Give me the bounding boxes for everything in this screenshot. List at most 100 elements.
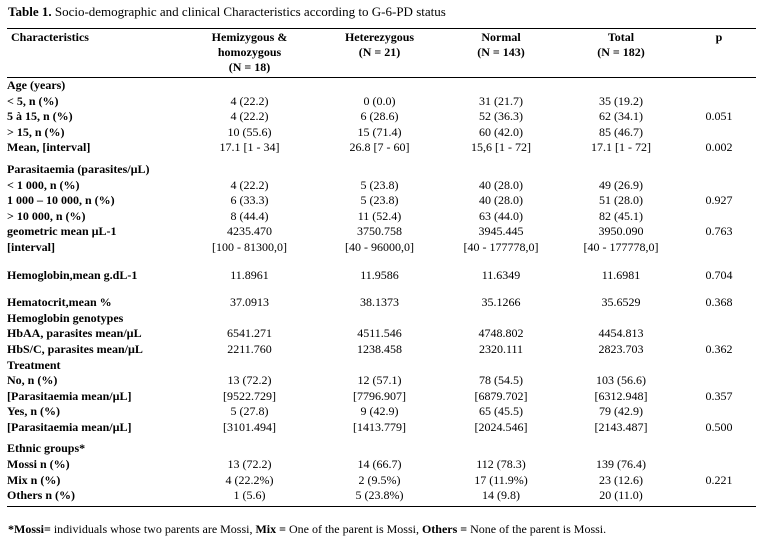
cell-normal: 14 (9.8) bbox=[442, 488, 560, 507]
cell-hemizygous: 37.0913 bbox=[230, 295, 269, 310]
row-label: Mean, [interval] bbox=[7, 140, 91, 155]
section-row: Ethnic groups* bbox=[7, 441, 756, 457]
table-row: Mossi n (%) 13 (72.2) 14 (66.7) 112 (78.3) 1… bbox=[7, 457, 756, 473]
cell-normal: 31 (21.7) bbox=[479, 93, 523, 108]
cell-p-value bbox=[682, 240, 756, 256]
cell-total: 20 (11.0) bbox=[560, 488, 682, 507]
cell-p-value: 0.704 bbox=[705, 267, 733, 282]
table-row: geometric mean µL-1 4235.470 3750.758 3945.… bbox=[7, 224, 756, 240]
cell-hemizygous: 6541.271 bbox=[227, 326, 272, 341]
cell-heterozygous: 11.9586 bbox=[360, 267, 399, 282]
cell-p-value bbox=[682, 326, 756, 342]
row-label: > 10 000, n (%) bbox=[7, 208, 86, 223]
spacer-row bbox=[7, 256, 756, 268]
header-line: p bbox=[715, 30, 723, 44]
cell-p-value: 0.368 bbox=[705, 295, 733, 310]
table-row: Hematocrit,mean % 37.0913 38.1373 35.1266 35… bbox=[7, 295, 756, 311]
header-heterozygous: Heterezygous (N = 21) bbox=[317, 28, 442, 78]
cell-hemizygous: 4235.470 bbox=[227, 224, 272, 239]
cell-p-value bbox=[682, 94, 756, 110]
cell-total: 23 (12.6) bbox=[599, 472, 643, 487]
row-label: Yes, n (%) bbox=[7, 404, 60, 419]
header-characteristics: Characteristics bbox=[7, 28, 182, 78]
cell-heterozygous: 14 (66.7) bbox=[357, 457, 402, 472]
table-row: No, n (%) 13 (72.2) 12 (57.1) 78 (54.5) 103 … bbox=[7, 373, 756, 389]
table-caption: Table 1. Socio-demographic and clinical … bbox=[8, 4, 446, 20]
cell-heterozygous: 0 (0.0) bbox=[363, 93, 396, 108]
footnote-segment: None of the parent is Mossi. bbox=[467, 522, 607, 536]
cell-total: [2143.487] bbox=[594, 419, 648, 434]
header-line: Normal bbox=[481, 30, 521, 44]
header-hemizygous: Hemizygous & homozygous (N = 18) bbox=[182, 28, 317, 78]
section-label: Age (years) bbox=[7, 78, 66, 92]
header-p-value: p bbox=[682, 28, 756, 78]
cell-total: 35 (19.2) bbox=[599, 93, 643, 108]
cell-p-value bbox=[682, 209, 756, 225]
cell-p-value: 0.221 bbox=[705, 472, 733, 487]
cell-normal: [2024.546] bbox=[474, 419, 528, 434]
cell-p-value: 0.002 bbox=[705, 140, 733, 155]
cell-p-value bbox=[682, 404, 756, 420]
cell-total: 82 (45.1) bbox=[599, 208, 643, 223]
row-label: 1 000 – 10 000, n (%) bbox=[7, 193, 115, 208]
cell-normal: 35.1266 bbox=[481, 295, 521, 310]
cell-heterozygous: 26.8 [7 - 60] bbox=[349, 140, 410, 155]
cell-heterozygous: 12 (57.1) bbox=[357, 373, 402, 388]
header-line: (N = 143) bbox=[477, 45, 525, 59]
table-row: Others n (%) 1 (5.6) 5 (23.8%) 14 (9.8) 20 (… bbox=[7, 488, 756, 507]
header-line: Hemizygous & bbox=[211, 30, 288, 44]
cell-p-value: 0.763 bbox=[705, 224, 733, 239]
row-label: Hematocrit,mean % bbox=[7, 295, 112, 310]
cell-hemizygous: 4 (22.2) bbox=[230, 177, 269, 192]
cell-heterozygous: 5 (23.8) bbox=[360, 193, 399, 208]
header-line: Heterezygous bbox=[344, 30, 415, 44]
table-caption-label: Table 1. bbox=[8, 4, 52, 19]
row-label: Mossi n (%) bbox=[7, 457, 70, 472]
cell-normal: 63 (44.0) bbox=[479, 208, 523, 223]
table-row: < 5, n (%) 4 (22.2) 0 (0.0) 31 (21.7) 35 (19… bbox=[7, 94, 756, 110]
cell-heterozygous: 15 (71.4) bbox=[357, 124, 402, 139]
cell-hemizygous: 11.8961 bbox=[230, 267, 269, 282]
cell-p-value bbox=[682, 373, 756, 389]
table-row: > 10 000, n (%) 8 (44.4) 11 (52.4) 63 (44.0… bbox=[7, 209, 756, 225]
cell-p-value bbox=[682, 457, 756, 473]
header-line: (N = 18) bbox=[228, 60, 271, 74]
cell-p-value: 0.051 bbox=[705, 109, 733, 124]
cell-total: 51 (28.0) bbox=[599, 193, 643, 208]
cell-total: 4454.813 bbox=[598, 326, 644, 341]
section-row: Treatment bbox=[7, 358, 756, 374]
cell-normal: 17 (11.9%) bbox=[474, 472, 528, 487]
cell-total: 85 (46.7) bbox=[599, 124, 643, 139]
table-row: Mix n (%) 4 (22.2%) 2 (9.5%) 17 (11.9%) 23 (… bbox=[7, 473, 756, 489]
cell-hemizygous: 4 (22.2) bbox=[230, 109, 269, 124]
row-label: [Parasitaemia mean/µL] bbox=[7, 419, 132, 434]
cell-hemizygous: 2211.760 bbox=[227, 341, 272, 356]
section-label: Parasitaemia (parasites/µL) bbox=[7, 161, 150, 176]
row-label: [Parasitaemia mean/µL] bbox=[7, 388, 132, 403]
table-row: HbAA, parasites mean/µL 6541.271 4511.546 4… bbox=[7, 326, 756, 342]
cell-total: 49 (26.9) bbox=[599, 177, 643, 192]
cell-heterozygous: 4511.546 bbox=[357, 326, 402, 341]
cell-heterozygous: 9 (42.9) bbox=[360, 404, 399, 419]
row-label: HbS/C, parasites mean/µL bbox=[7, 341, 143, 356]
cell-normal: 78 (54.5) bbox=[479, 373, 523, 388]
header-total: Total (N = 182) bbox=[560, 28, 682, 78]
section-row: Hemoglobin genotypes bbox=[7, 311, 756, 327]
cell-heterozygous: 1238.458 bbox=[357, 341, 402, 356]
cell-total: 62 (34.1) bbox=[599, 109, 643, 124]
cell-normal: [6879.702] bbox=[474, 388, 528, 403]
cell-heterozygous: 2 (9.5%) bbox=[358, 472, 401, 487]
footnote-segment: Mix = bbox=[255, 522, 286, 536]
section-label: Ethnic groups* bbox=[7, 441, 86, 456]
footnote-segment: One of the parent is Mossi, bbox=[285, 522, 422, 536]
cell-heterozygous: [40 - 96000,0] bbox=[345, 239, 414, 254]
cell-hemizygous: 13 (72.2) bbox=[227, 457, 272, 472]
cell-total: 79 (42.9) bbox=[599, 404, 643, 419]
section-row: Age (years) bbox=[7, 78, 756, 94]
spacer-row bbox=[7, 283, 756, 295]
cell-hemizygous: 13 (72.2) bbox=[227, 373, 272, 388]
cell-total: 3950.090 bbox=[598, 224, 644, 239]
cell-p-value: 0.927 bbox=[705, 193, 733, 208]
cell-p-value bbox=[682, 178, 756, 194]
table-row: [Parasitaemia mean/µL] [9522.729] [7796.90… bbox=[7, 389, 756, 405]
